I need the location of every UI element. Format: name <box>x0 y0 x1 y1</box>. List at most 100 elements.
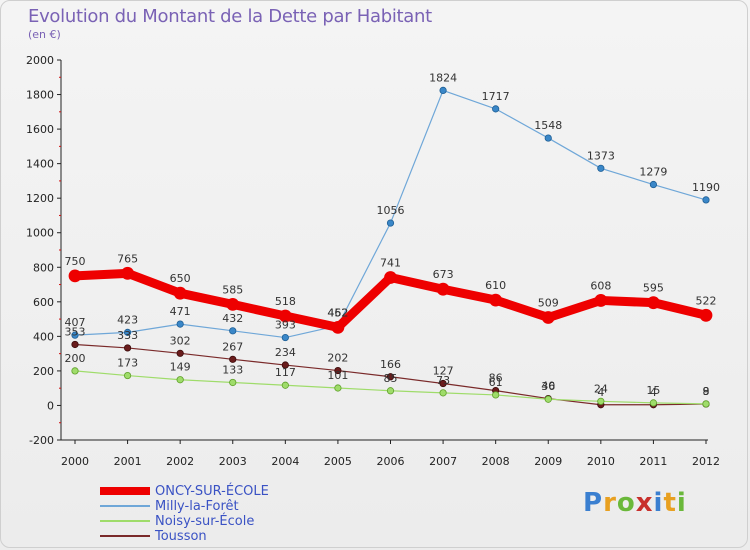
y-tick-label: 600 <box>33 296 54 309</box>
data-point <box>229 355 237 363</box>
y-tick-label: 400 <box>33 330 54 343</box>
data-point <box>702 400 710 408</box>
logo-letter: x <box>635 488 654 518</box>
chart-subtitle: (en €) <box>28 28 61 41</box>
data-point <box>544 134 552 142</box>
data-label: 8 <box>703 385 710 398</box>
x-tick-label: 2000 <box>61 455 89 468</box>
x-tick-label: 2009 <box>534 455 562 468</box>
data-point <box>597 164 605 172</box>
x-tick-label: 2011 <box>639 455 667 468</box>
data-label: 234 <box>275 346 296 359</box>
data-label: 650 <box>170 272 191 285</box>
logo-letter: P <box>583 488 604 518</box>
chart-title: Evolution du Montant de la Dette par Hab… <box>28 6 432 27</box>
data-label: 407 <box>65 316 86 329</box>
data-label: 423 <box>117 313 138 326</box>
data-point <box>439 379 447 388</box>
legend-swatch-oncy <box>100 487 150 495</box>
data-point <box>278 309 292 323</box>
data-point <box>489 293 503 307</box>
data-label: 595 <box>643 282 664 295</box>
data-point <box>331 320 345 334</box>
data-point <box>334 384 342 392</box>
data-label: 1824 <box>429 71 457 84</box>
data-point <box>541 311 555 324</box>
data-point <box>386 387 395 395</box>
logo-letter: i <box>653 488 664 518</box>
y-tick-label: 1000 <box>26 227 54 240</box>
y-tick-label: 1400 <box>26 158 54 171</box>
proxiti-logo: Proxiti <box>583 488 687 518</box>
x-tick-label: 2001 <box>114 455 142 468</box>
data-point <box>384 271 397 284</box>
data-point <box>176 320 184 328</box>
data-point <box>229 378 237 387</box>
x-tick-label: 2002 <box>166 455 194 468</box>
data-point <box>123 371 132 380</box>
data-label: 4 <box>597 386 604 399</box>
x-tick-label: 2010 <box>587 455 615 468</box>
y-tick-label: 2000 <box>26 54 54 67</box>
data-label: 267 <box>222 340 243 353</box>
data-label: 4 <box>650 386 657 399</box>
data-label: 393 <box>275 319 296 332</box>
data-point <box>334 366 342 375</box>
data-point <box>436 282 450 296</box>
data-point <box>544 395 552 403</box>
y-tick-label: 200 <box>33 365 54 378</box>
data-point <box>386 219 395 227</box>
legend-item-milly[interactable]: Milly-la-Forêt <box>100 499 360 514</box>
legend-label-noisy: Noisy-sur-École <box>155 514 255 529</box>
data-point <box>386 373 395 381</box>
y-tick-label: 800 <box>33 261 54 274</box>
legend-swatch-milly <box>100 505 150 507</box>
data-label: 1056 <box>377 204 405 217</box>
data-point <box>71 340 79 349</box>
data-label: 101 <box>327 369 348 382</box>
data-label: 741 <box>380 256 401 269</box>
data-point <box>492 391 500 399</box>
legend-swatch-noisy <box>100 520 150 522</box>
data-label: 1373 <box>587 149 615 162</box>
data-point <box>699 308 713 322</box>
data-label: 522 <box>696 294 717 307</box>
legend-swatch-tousson <box>100 535 150 537</box>
data-label: 127 <box>433 365 454 378</box>
data-point <box>176 349 184 357</box>
legend-label-milly: Milly-la-Forêt <box>155 499 239 514</box>
data-label: 302 <box>170 334 191 347</box>
x-tick-label: 2005 <box>324 455 352 468</box>
data-point <box>597 397 605 405</box>
data-label: 202 <box>327 352 348 365</box>
data-label: 608 <box>590 279 611 292</box>
legend-item-oncy[interactable]: ONCY-SUR-ÉCOLE <box>100 484 360 499</box>
data-point <box>71 367 79 375</box>
data-label: 353 <box>65 325 86 338</box>
y-tick-label: 1200 <box>26 192 54 205</box>
data-label: 1279 <box>639 166 667 179</box>
data-label: 1190 <box>692 181 720 194</box>
logo-letter: t <box>663 488 677 518</box>
data-label: 85 <box>384 372 398 385</box>
data-label: 9 <box>703 385 710 398</box>
data-label: 173 <box>117 357 138 370</box>
legend-item-tousson[interactable]: Tousson <box>100 529 360 544</box>
data-label: 86 <box>489 372 503 385</box>
data-label: 36 <box>541 380 555 393</box>
data-label: 149 <box>170 361 191 374</box>
legend: ONCY-SUR-ÉCOLE Milly-la-Forêt Noisy-sur-… <box>100 484 360 544</box>
data-label: 462 <box>327 307 348 320</box>
data-point <box>68 269 82 283</box>
data-label: 61 <box>489 376 503 389</box>
x-tick-label: 2006 <box>377 455 405 468</box>
data-label: 509 <box>538 297 559 310</box>
data-point <box>281 381 289 389</box>
legend-item-noisy[interactable]: Noisy-sur-École <box>100 514 360 529</box>
data-label: 518 <box>275 295 296 308</box>
data-point <box>229 327 237 335</box>
data-label: 40 <box>541 380 555 393</box>
logo-letter: o <box>616 488 636 518</box>
